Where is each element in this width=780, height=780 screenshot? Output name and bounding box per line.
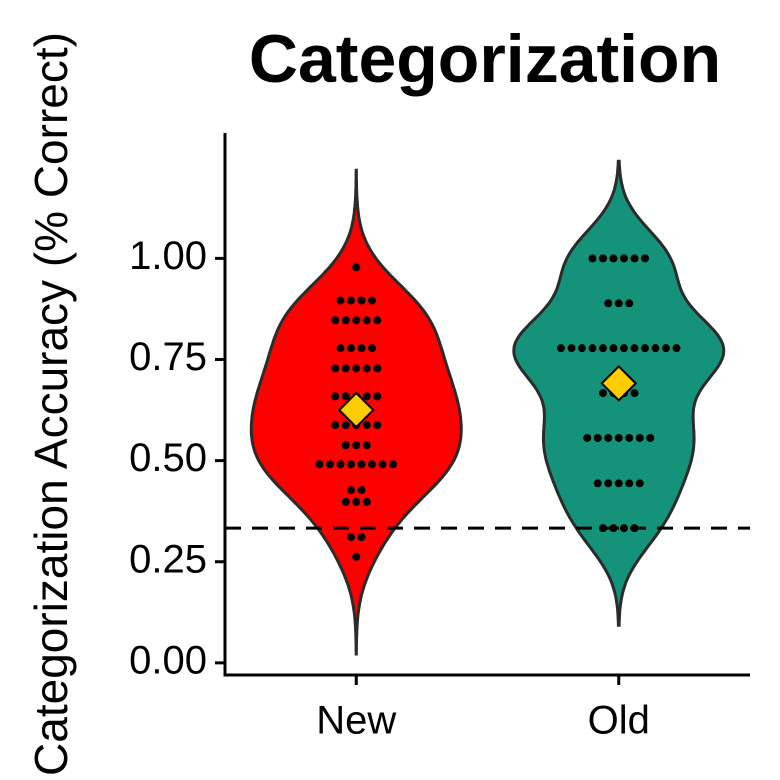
data-dot bbox=[331, 392, 340, 401]
data-dot bbox=[362, 497, 371, 506]
data-dot bbox=[599, 344, 607, 353]
data-dot bbox=[352, 364, 361, 373]
data-dot bbox=[646, 433, 655, 442]
data-dot bbox=[373, 316, 382, 325]
data-dot bbox=[368, 344, 376, 353]
mean-marker bbox=[337, 391, 375, 429]
data-dot bbox=[362, 392, 371, 401]
data-dot bbox=[357, 460, 366, 469]
data-dot bbox=[614, 299, 623, 308]
data-dot bbox=[378, 460, 387, 469]
y-tick-label: 1.00 bbox=[129, 234, 207, 278]
data-dot bbox=[362, 316, 371, 325]
data-dot bbox=[347, 296, 355, 305]
data-dot bbox=[630, 254, 639, 263]
data-dot bbox=[567, 344, 576, 353]
data-dot bbox=[362, 441, 371, 450]
y-tick-label: 0.50 bbox=[129, 436, 207, 480]
data-dot bbox=[588, 254, 597, 263]
data-dot bbox=[593, 433, 602, 442]
x-tick-label: Old bbox=[588, 699, 650, 743]
data-dot bbox=[368, 296, 376, 305]
data-dot bbox=[357, 533, 366, 542]
data-dot bbox=[662, 344, 670, 353]
data-dot bbox=[373, 364, 382, 373]
data-dot bbox=[352, 441, 361, 450]
data-dot bbox=[599, 254, 607, 263]
data-dot bbox=[352, 263, 361, 272]
data-dot bbox=[368, 460, 376, 469]
data-dot bbox=[357, 486, 366, 495]
data-dot bbox=[609, 344, 618, 353]
data-dot bbox=[604, 433, 613, 442]
chart-title: Categorization bbox=[249, 21, 721, 97]
data-dot bbox=[357, 344, 366, 353]
data-dot bbox=[352, 497, 361, 506]
data-dot bbox=[588, 344, 597, 353]
data-dot bbox=[635, 479, 644, 488]
data-dot bbox=[672, 344, 681, 353]
data-dot bbox=[341, 364, 350, 373]
data-dot bbox=[630, 344, 639, 353]
data-dot bbox=[336, 344, 345, 353]
data-dot bbox=[331, 316, 340, 325]
data-dot bbox=[635, 433, 644, 442]
data-dot bbox=[347, 533, 355, 542]
data-dot bbox=[336, 460, 345, 469]
y-tick-label: 0.00 bbox=[129, 638, 207, 682]
data-dot bbox=[315, 460, 324, 469]
data-dot bbox=[651, 344, 660, 353]
data-dot bbox=[347, 344, 355, 353]
data-dot bbox=[331, 364, 340, 373]
data-dot bbox=[341, 316, 350, 325]
data-dot bbox=[614, 479, 623, 488]
data-dot bbox=[599, 389, 607, 398]
data-dot bbox=[357, 296, 366, 305]
data-dot bbox=[326, 460, 334, 469]
data-dot bbox=[625, 299, 634, 308]
data-dot bbox=[347, 486, 355, 495]
mean-marker bbox=[600, 364, 638, 402]
y-axis-label: Categorization Accuracy (% Correct) bbox=[25, 32, 77, 776]
data-dot bbox=[336, 296, 345, 305]
data-dot bbox=[614, 433, 623, 442]
data-dot bbox=[583, 433, 592, 442]
data-dot bbox=[352, 316, 361, 325]
data-dot bbox=[331, 421, 340, 430]
data-dot bbox=[604, 479, 613, 488]
data-dot bbox=[593, 479, 602, 488]
data-dot bbox=[557, 344, 565, 353]
data-dot bbox=[625, 479, 634, 488]
data-dot bbox=[630, 389, 639, 398]
data-dot bbox=[620, 524, 628, 533]
data-dot bbox=[362, 364, 371, 373]
data-dot bbox=[373, 392, 382, 401]
data-dot bbox=[373, 421, 382, 430]
data-dot bbox=[609, 254, 618, 263]
data-dot bbox=[347, 460, 355, 469]
data-dot bbox=[604, 299, 613, 308]
data-dot bbox=[341, 497, 350, 506]
data-dot bbox=[341, 392, 350, 401]
data-dot bbox=[620, 254, 628, 263]
x-tick-label: New bbox=[316, 699, 396, 743]
data-dot bbox=[389, 460, 397, 469]
data-dot bbox=[578, 344, 586, 353]
data-dot bbox=[625, 433, 634, 442]
data-dot bbox=[641, 344, 649, 353]
data-dot bbox=[641, 254, 649, 263]
y-tick-label: 0.75 bbox=[129, 335, 207, 379]
y-tick-label: 0.25 bbox=[129, 537, 207, 581]
data-dot bbox=[362, 421, 371, 430]
data-dot bbox=[620, 344, 628, 353]
data-dot bbox=[341, 441, 350, 450]
data-dot bbox=[341, 421, 350, 430]
data-dot bbox=[352, 552, 361, 561]
